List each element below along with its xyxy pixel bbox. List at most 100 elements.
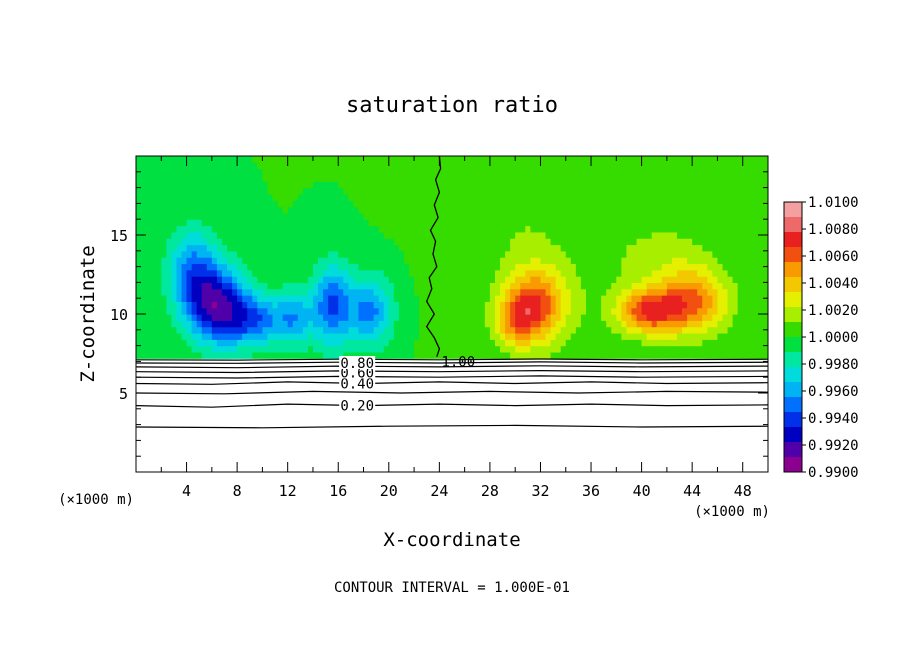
field-cell bbox=[419, 421, 425, 429]
field-cell bbox=[565, 156, 572, 163]
field-cell bbox=[221, 219, 228, 227]
field-cell bbox=[282, 193, 289, 201]
field-cell bbox=[297, 415, 304, 423]
field-cell bbox=[489, 231, 496, 239]
field-cell bbox=[206, 187, 213, 195]
field-cell bbox=[545, 364, 552, 372]
field-cell bbox=[434, 162, 440, 170]
field-cell bbox=[525, 193, 531, 201]
field-cell bbox=[323, 181, 329, 189]
field-cell bbox=[464, 269, 471, 277]
field-cell bbox=[242, 345, 248, 353]
field-cell bbox=[621, 187, 628, 195]
field-cell bbox=[146, 314, 152, 321]
field-cell bbox=[277, 339, 284, 347]
field-cell bbox=[166, 339, 172, 347]
field-cell bbox=[631, 446, 638, 454]
field-cell bbox=[530, 301, 537, 309]
field-cell bbox=[181, 459, 188, 467]
field-cell bbox=[338, 219, 344, 227]
field-cell bbox=[363, 193, 370, 201]
field-cell bbox=[429, 244, 435, 252]
field-cell bbox=[535, 295, 542, 302]
field-cell bbox=[323, 238, 329, 246]
field-cell bbox=[398, 212, 405, 220]
field-cell bbox=[333, 370, 339, 378]
field-cell bbox=[591, 427, 597, 435]
field-cell bbox=[146, 187, 152, 195]
field-cell bbox=[257, 345, 263, 353]
field-cell bbox=[221, 358, 228, 366]
field-cell bbox=[191, 396, 198, 404]
field-cell bbox=[596, 238, 602, 246]
field-cell bbox=[161, 263, 167, 271]
field-cell bbox=[272, 358, 279, 366]
field-cell bbox=[368, 421, 375, 429]
field-cell bbox=[312, 377, 319, 385]
field-cell bbox=[570, 276, 577, 283]
field-cell bbox=[368, 212, 375, 220]
field-cell bbox=[550, 326, 557, 334]
field-cell bbox=[479, 181, 486, 189]
field-cell bbox=[500, 408, 506, 416]
field-cell bbox=[621, 231, 628, 239]
field-cell bbox=[580, 288, 587, 296]
field-cell bbox=[378, 206, 385, 214]
field-cell bbox=[156, 225, 162, 233]
field-cell bbox=[156, 295, 162, 302]
field-cell bbox=[585, 250, 592, 258]
field-cell bbox=[282, 295, 289, 302]
field-cell bbox=[221, 200, 228, 208]
field-cell bbox=[181, 269, 188, 277]
field-cell bbox=[156, 377, 162, 385]
field-cell bbox=[459, 339, 466, 347]
field-cell bbox=[232, 276, 238, 283]
field-cell bbox=[414, 314, 420, 321]
field-cell bbox=[237, 187, 243, 195]
field-cell bbox=[479, 162, 486, 170]
field-cell bbox=[424, 370, 430, 378]
field-cell bbox=[181, 408, 188, 416]
field-cell bbox=[530, 257, 537, 265]
field-cell bbox=[479, 225, 486, 233]
field-cell bbox=[297, 408, 304, 416]
field-cell bbox=[555, 162, 562, 170]
field-cell bbox=[297, 402, 304, 410]
field-cell bbox=[136, 162, 142, 170]
field-cell bbox=[398, 244, 405, 252]
field-cell bbox=[575, 257, 582, 265]
field-cell bbox=[525, 383, 531, 391]
field-cell bbox=[510, 212, 516, 220]
field-cell bbox=[358, 326, 365, 334]
field-cell bbox=[292, 358, 299, 366]
field-cell bbox=[378, 402, 385, 410]
field-cell bbox=[338, 332, 344, 340]
field-cell bbox=[409, 358, 415, 366]
field-cell bbox=[555, 364, 562, 372]
field-cell bbox=[368, 320, 375, 328]
field-cell bbox=[621, 358, 628, 366]
field-cell bbox=[515, 244, 521, 252]
field-cell bbox=[161, 295, 167, 302]
field-cell bbox=[186, 187, 193, 195]
field-cell bbox=[378, 307, 385, 315]
field-cell bbox=[302, 396, 309, 404]
field-cell bbox=[454, 295, 461, 302]
field-cell bbox=[474, 421, 481, 429]
field-cell bbox=[378, 295, 385, 302]
field-cell bbox=[419, 320, 425, 328]
field-cell bbox=[585, 219, 592, 227]
field-cell bbox=[267, 231, 274, 239]
field-cell bbox=[267, 288, 274, 296]
field-cell bbox=[282, 465, 289, 472]
field-cell bbox=[459, 453, 466, 460]
field-cell bbox=[363, 339, 370, 347]
field-cell bbox=[621, 446, 628, 454]
field-cell bbox=[252, 231, 258, 239]
field-cell bbox=[171, 415, 178, 423]
field-cell bbox=[257, 377, 263, 385]
field-cell bbox=[510, 231, 516, 239]
field-cell bbox=[242, 276, 248, 283]
field-cell bbox=[525, 320, 531, 328]
field-cell bbox=[302, 339, 309, 347]
